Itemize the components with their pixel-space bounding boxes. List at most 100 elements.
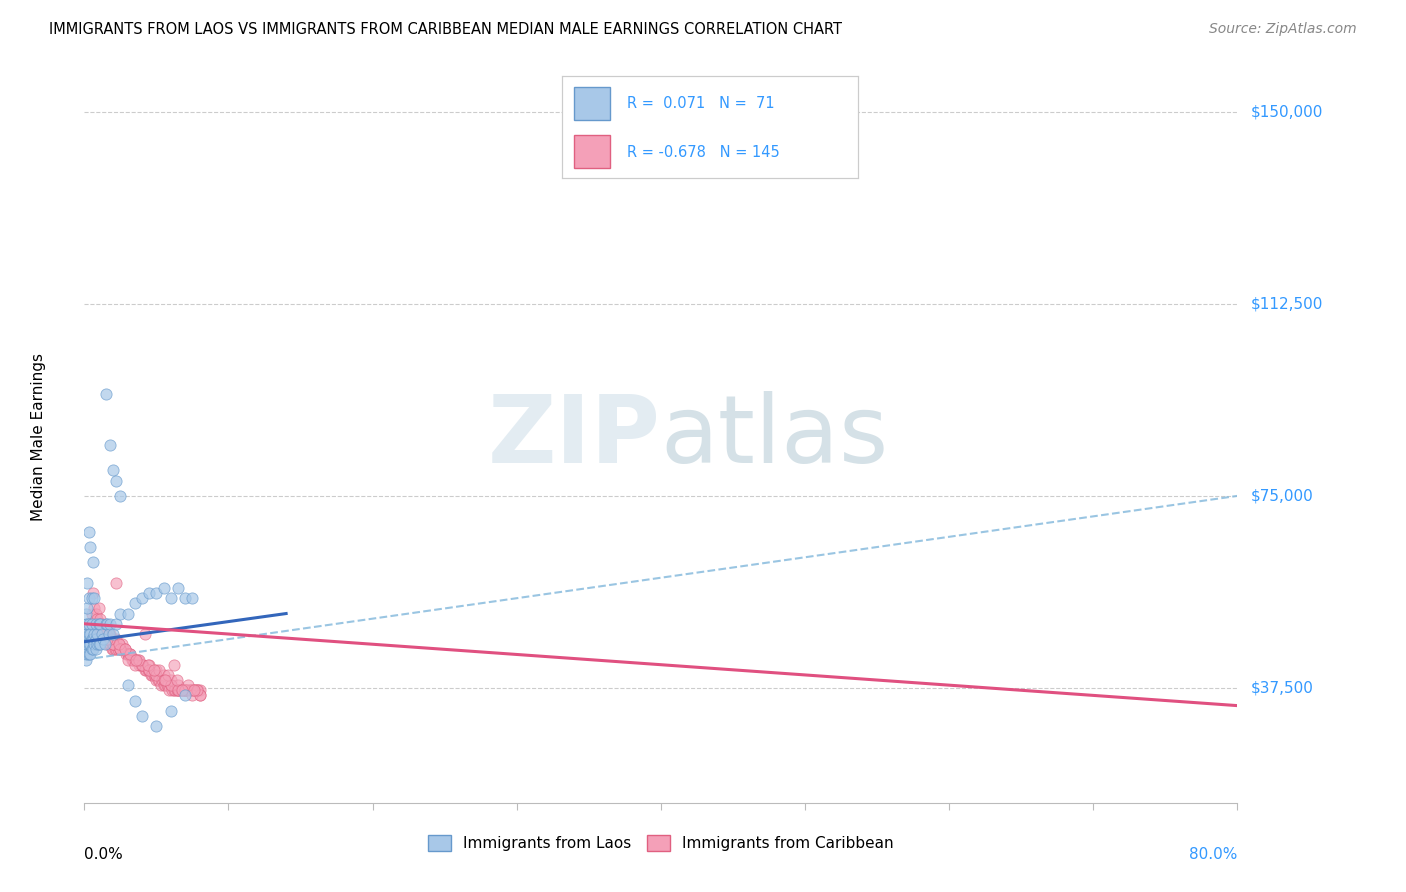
Point (179, 683, 201, 698)
Point (86, 612, 108, 626)
Point (98, 627, 121, 641)
Point (120, 648, 142, 662)
Point (84, 632, 107, 647)
Point (84, 622, 107, 636)
Point (145, 668, 167, 682)
Point (129, 657, 152, 672)
Point (91, 632, 114, 647)
Point (87, 616, 110, 631)
Point (117, 607, 139, 621)
Point (184, 683, 207, 698)
Point (131, 657, 153, 672)
Point (131, 657, 153, 672)
Point (181, 683, 204, 698)
Point (188, 689, 211, 703)
Point (124, 693, 146, 707)
Point (138, 663, 160, 677)
Point (177, 683, 200, 698)
Point (152, 673, 174, 687)
Legend: Immigrants from Laos, Immigrants from Caribbean: Immigrants from Laos, Immigrants from Ca… (422, 830, 900, 857)
Point (97, 627, 120, 641)
Point (90, 627, 112, 641)
Point (84, 642, 107, 657)
Point (124, 596, 146, 610)
Point (136, 657, 159, 672)
Point (83, 616, 105, 631)
Point (172, 683, 194, 698)
FancyBboxPatch shape (574, 87, 610, 120)
Point (181, 689, 204, 703)
Point (180, 683, 202, 698)
Point (107, 642, 129, 657)
Point (103, 627, 124, 641)
Point (79, 540, 101, 554)
Point (86, 637, 108, 651)
Point (112, 642, 135, 657)
Point (94, 632, 117, 647)
Point (91, 632, 114, 647)
Point (94, 616, 117, 631)
Point (114, 642, 136, 657)
Point (86, 627, 108, 641)
Text: ZIP: ZIP (488, 391, 661, 483)
Point (183, 683, 205, 698)
Point (80, 642, 103, 657)
Point (89, 616, 111, 631)
Point (125, 652, 148, 666)
Point (183, 683, 205, 698)
Point (108, 637, 131, 651)
Point (94, 632, 117, 647)
Point (103, 637, 124, 651)
Point (170, 683, 193, 698)
Point (90, 627, 112, 641)
Point (142, 668, 165, 682)
Point (98, 616, 121, 631)
Point (90, 627, 112, 641)
Point (75, 607, 97, 621)
Point (136, 663, 159, 677)
Point (167, 683, 190, 698)
FancyBboxPatch shape (574, 136, 610, 168)
Point (94, 627, 117, 641)
Point (125, 652, 148, 666)
Point (110, 489, 132, 503)
Point (157, 683, 180, 698)
Point (160, 591, 183, 606)
Point (103, 637, 124, 651)
Point (149, 678, 172, 692)
Text: $37,500: $37,500 (1251, 681, 1315, 695)
Point (160, 678, 183, 692)
Point (148, 663, 170, 677)
Text: atlas: atlas (661, 391, 889, 483)
Text: R = -0.678   N = 145: R = -0.678 N = 145 (627, 145, 780, 161)
Point (174, 591, 197, 606)
Point (103, 642, 124, 657)
Text: $112,500: $112,500 (1251, 297, 1323, 311)
Point (173, 683, 195, 698)
Text: Source: ZipAtlas.com: Source: ZipAtlas.com (1209, 22, 1357, 37)
Point (93, 632, 115, 647)
Point (128, 652, 150, 666)
Point (143, 668, 166, 682)
Point (82, 642, 104, 657)
Point (160, 673, 183, 687)
Point (93, 637, 115, 651)
Point (98, 438, 121, 452)
Point (188, 683, 211, 698)
Point (124, 652, 146, 666)
Point (79, 616, 101, 631)
Point (117, 652, 139, 666)
Point (86, 627, 108, 641)
Point (187, 683, 209, 698)
Point (188, 689, 211, 703)
Point (110, 642, 132, 657)
Point (103, 632, 124, 647)
Point (134, 627, 156, 641)
Point (139, 668, 162, 682)
Point (174, 683, 197, 698)
Point (87, 627, 110, 641)
Point (127, 652, 149, 666)
Point (105, 642, 128, 657)
Point (77, 591, 100, 606)
Point (103, 463, 124, 477)
